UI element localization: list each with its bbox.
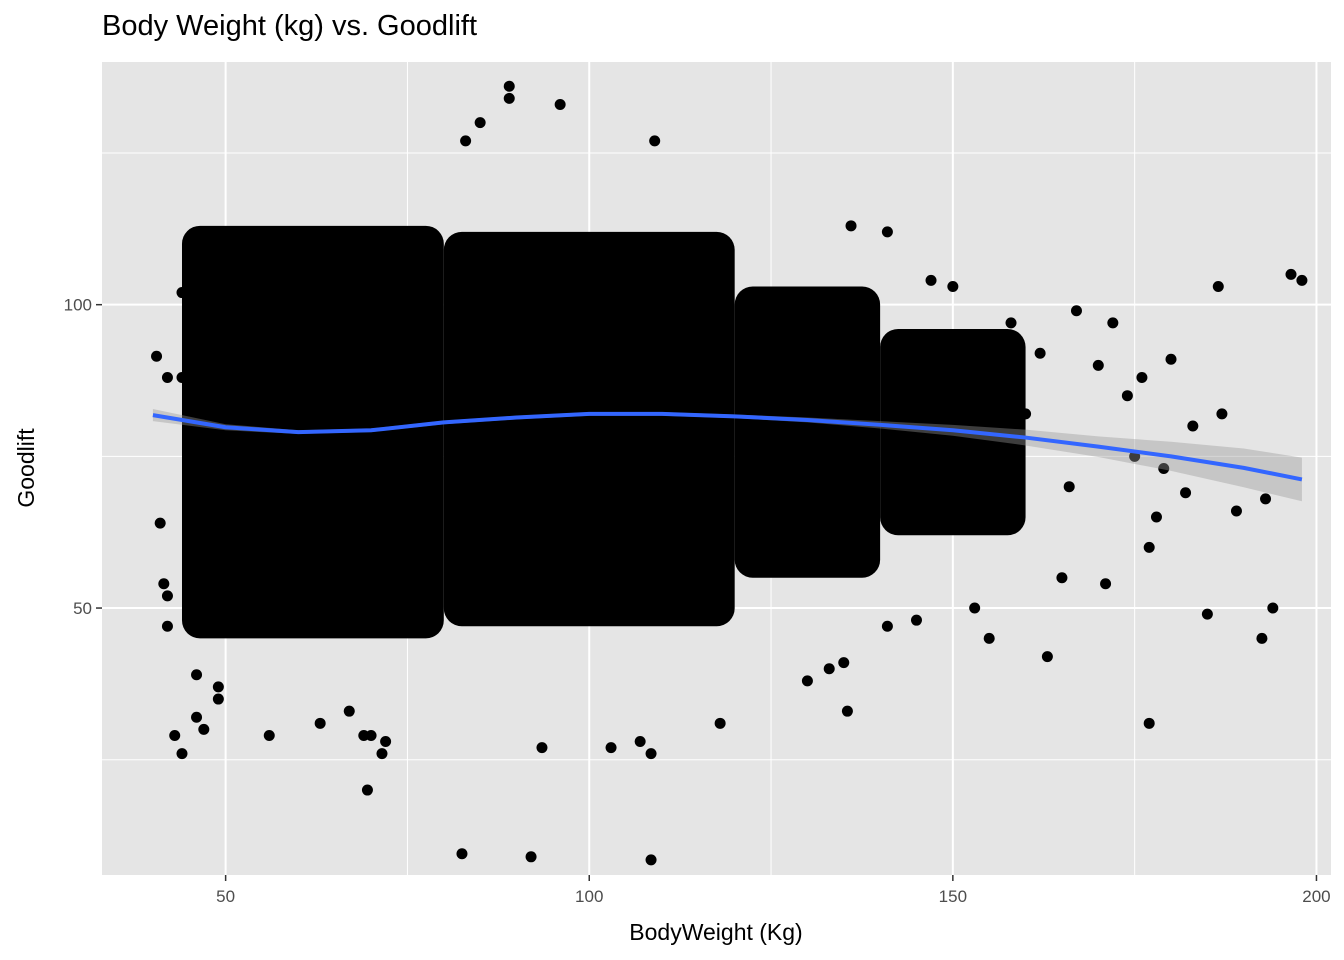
scatter-point <box>838 657 850 669</box>
scatter-point <box>1121 390 1133 402</box>
scatter-point <box>1107 317 1119 329</box>
y-tick-label: 100 <box>64 296 92 315</box>
dense-region <box>734 286 881 578</box>
scatter-point <box>525 851 537 863</box>
scatter-point <box>841 705 853 717</box>
scatter-point <box>1201 608 1213 620</box>
scatter-point <box>998 359 1010 371</box>
scatter-point <box>314 717 326 729</box>
scatter-point <box>1020 408 1032 420</box>
scatter-point <box>1150 511 1162 523</box>
scatter-point <box>176 748 188 760</box>
scatter-point <box>1260 493 1272 505</box>
scatter-point <box>649 135 661 147</box>
scatter-point <box>1165 353 1177 365</box>
scatter-point <box>161 371 173 383</box>
scatter-point <box>212 693 224 705</box>
scatter-point <box>263 729 275 741</box>
scatter-point <box>503 92 515 104</box>
scatter-point <box>176 287 188 299</box>
scatter-point <box>823 663 835 675</box>
scatter-point <box>1005 317 1017 329</box>
x-tick-label: 200 <box>1302 887 1330 906</box>
scatter-point <box>1216 408 1228 420</box>
scatter-point <box>1256 632 1268 644</box>
scatter-point <box>1296 274 1308 286</box>
scatter-point <box>1034 347 1046 359</box>
scatter-point <box>191 669 203 681</box>
scatter-point <box>1056 572 1068 584</box>
smooth-line <box>152 411 1303 482</box>
scatter-point <box>361 784 373 796</box>
y-tick-label: 50 <box>73 599 92 618</box>
scatter-point <box>910 614 922 626</box>
scatter-point <box>191 541 203 553</box>
scatter-point <box>380 736 392 748</box>
scatter-point <box>1285 268 1297 280</box>
x-tick-label: 100 <box>575 887 603 906</box>
scatter-point <box>1230 505 1242 517</box>
scatter-point <box>801 675 813 687</box>
scatter-point <box>645 748 657 760</box>
y-axis-title: Goodlift <box>13 428 39 508</box>
scatter-point <box>1212 280 1224 292</box>
scatter-point <box>169 729 181 741</box>
scatter-point <box>151 350 163 362</box>
dense-region <box>443 231 735 627</box>
y-axis-ticks: 50 100 <box>64 296 102 618</box>
scatter-point <box>474 117 486 129</box>
scatter-point <box>376 748 388 760</box>
scatter-point <box>198 723 210 735</box>
scatter-point <box>1070 305 1082 317</box>
x-tick-label: 150 <box>939 887 967 906</box>
scatter-point <box>536 742 548 754</box>
scatter-point <box>161 620 173 632</box>
chart-title: Body Weight (kg) vs. Goodlift <box>102 10 478 42</box>
scatter-point <box>947 280 959 292</box>
scatter-point <box>183 250 195 262</box>
scatter-point <box>969 602 981 614</box>
scatter-point <box>1143 541 1155 553</box>
x-axis-ticks: 50 100 150 200 <box>216 875 1331 906</box>
scatter-points <box>151 80 1308 866</box>
scatter-point <box>881 620 893 632</box>
scatter-point <box>1041 651 1053 663</box>
scatter-point <box>212 681 224 693</box>
scatter-point <box>176 371 188 383</box>
scatter-point <box>1180 487 1192 499</box>
scatter-point <box>1187 420 1199 432</box>
scatter-point <box>191 711 203 723</box>
scatter-point <box>161 590 173 602</box>
x-axis-title: BodyWeight (Kg) <box>629 919 802 945</box>
scatter-point <box>554 98 566 110</box>
scatter-point <box>881 226 893 238</box>
scatter-point <box>925 274 937 286</box>
scatter-point <box>605 742 617 754</box>
scatter-point <box>1143 717 1155 729</box>
x-tick-label: 50 <box>216 887 235 906</box>
scatter-point <box>1158 463 1170 474</box>
scatter-point <box>1092 359 1104 371</box>
confidence-ribbon <box>152 409 1302 502</box>
scatter-point <box>158 578 170 590</box>
scatter-point <box>983 632 995 644</box>
scatter-point <box>1063 481 1075 493</box>
scatter-point <box>1267 602 1279 614</box>
scatter-point <box>460 135 472 147</box>
scatter-point <box>456 848 468 860</box>
scatter-point <box>634 736 646 748</box>
scatter-point <box>645 854 657 866</box>
scatter-point <box>845 220 857 232</box>
scatter-point <box>343 705 355 717</box>
scatter-point <box>365 729 377 741</box>
scatter-point <box>1100 578 1112 590</box>
scatter-point <box>714 717 726 729</box>
scatter-point <box>1136 371 1148 383</box>
scatter-point <box>154 517 166 529</box>
scatter-point <box>503 80 515 92</box>
